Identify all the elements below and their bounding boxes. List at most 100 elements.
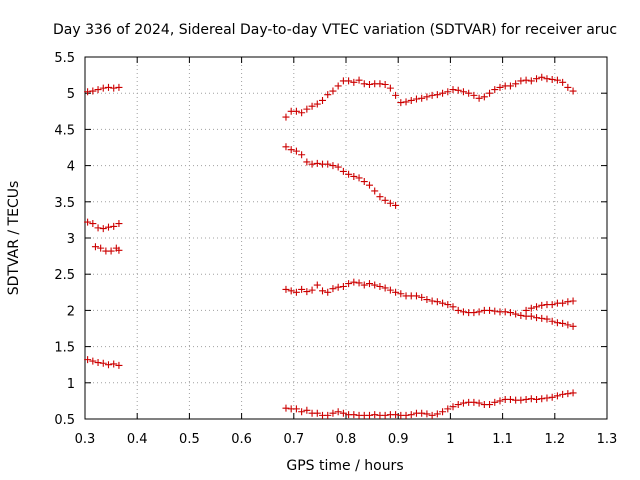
- data-point: [355, 279, 363, 287]
- data-point: [569, 297, 577, 305]
- data-point: [527, 77, 535, 85]
- series-track-2-85: [91, 243, 123, 255]
- data-point: [89, 87, 97, 95]
- data-point: [564, 390, 572, 398]
- series-track-1-3: [84, 356, 123, 369]
- data-point: [543, 75, 551, 83]
- x-tick-label: 1.2: [544, 432, 565, 447]
- data-point: [439, 299, 447, 307]
- data-point: [433, 410, 441, 418]
- y-tick-label: 1.5: [54, 341, 75, 356]
- data-point: [345, 280, 353, 288]
- data-point: [501, 308, 509, 316]
- data-point: [350, 411, 358, 419]
- data-point: [486, 89, 494, 97]
- data-point: [522, 395, 530, 403]
- data-point: [517, 396, 525, 404]
- series-track-4-decline: [282, 143, 400, 209]
- data-point: [428, 91, 436, 99]
- series-track-top-late: [282, 73, 577, 121]
- data-point: [392, 288, 400, 296]
- y-tick-label: 0.5: [54, 413, 75, 428]
- data-point: [392, 411, 400, 419]
- data-point: [334, 408, 342, 416]
- data-point: [298, 109, 306, 117]
- data-point: [360, 178, 368, 186]
- data-point: [376, 193, 384, 201]
- data-point: [104, 361, 112, 369]
- data-point: [439, 408, 447, 416]
- data-point: [287, 287, 295, 295]
- data-point: [324, 411, 332, 419]
- data-point: [392, 91, 400, 99]
- data-point: [345, 77, 353, 85]
- data-point: [324, 160, 332, 168]
- y-tick-label: 3.5: [54, 196, 75, 211]
- data-point: [543, 315, 551, 323]
- data-point: [433, 91, 441, 99]
- x-tick-label: 1: [446, 432, 454, 447]
- data-point: [365, 280, 373, 288]
- data-point: [313, 281, 321, 289]
- data-point: [303, 406, 311, 414]
- data-point: [324, 91, 332, 99]
- chart-title: Day 336 of 2024, Sidereal Day-to-day VTE…: [53, 22, 617, 38]
- data-point: [564, 83, 572, 91]
- data-point: [538, 73, 546, 81]
- data-point: [459, 308, 467, 316]
- data-point: [313, 409, 321, 417]
- data-point: [454, 401, 462, 409]
- data-point: [115, 220, 123, 228]
- data-point: [313, 100, 321, 108]
- data-point: [381, 196, 389, 204]
- data-point: [371, 281, 379, 289]
- points-layer: [84, 73, 577, 419]
- data-point: [298, 285, 306, 293]
- data-point: [110, 84, 118, 92]
- data-point: [444, 405, 452, 413]
- data-point: [303, 105, 311, 113]
- data-point: [564, 321, 572, 329]
- data-point: [334, 163, 342, 171]
- x-tick-label: 0.4: [127, 432, 148, 447]
- y-tick-label: 3: [67, 232, 75, 247]
- data-point: [475, 308, 483, 316]
- data-point: [533, 314, 541, 322]
- data-point: [94, 359, 102, 367]
- data-point: [97, 244, 105, 252]
- data-point: [104, 83, 112, 91]
- data-point: [360, 281, 368, 289]
- data-point: [397, 99, 405, 107]
- data-point: [89, 357, 97, 365]
- y-tick-label: 5: [67, 87, 75, 102]
- data-point: [418, 293, 426, 301]
- data-point: [553, 392, 561, 400]
- x-tick-label: 0.3: [75, 432, 96, 447]
- data-point: [470, 91, 478, 99]
- data-point: [319, 96, 327, 104]
- data-point: [386, 84, 394, 92]
- data-point: [465, 89, 473, 97]
- data-point: [480, 93, 488, 101]
- data-point: [115, 246, 123, 254]
- data-point: [444, 88, 452, 96]
- series-track-bottom: [282, 389, 577, 419]
- data-point: [110, 360, 118, 368]
- data-point: [496, 83, 504, 91]
- data-point: [298, 408, 306, 416]
- data-point: [329, 162, 337, 170]
- data-point: [423, 410, 431, 418]
- data-point: [506, 309, 514, 317]
- data-point: [533, 395, 541, 403]
- data-point: [292, 405, 300, 413]
- data-point: [475, 399, 483, 407]
- data-point: [459, 399, 467, 407]
- data-point: [553, 76, 561, 84]
- data-point: [418, 409, 426, 417]
- data-point: [548, 317, 556, 325]
- data-point: [339, 167, 347, 175]
- x-tick-label: 0.6: [231, 432, 252, 447]
- data-point: [282, 404, 290, 412]
- x-tick-label: 0.5: [179, 432, 200, 447]
